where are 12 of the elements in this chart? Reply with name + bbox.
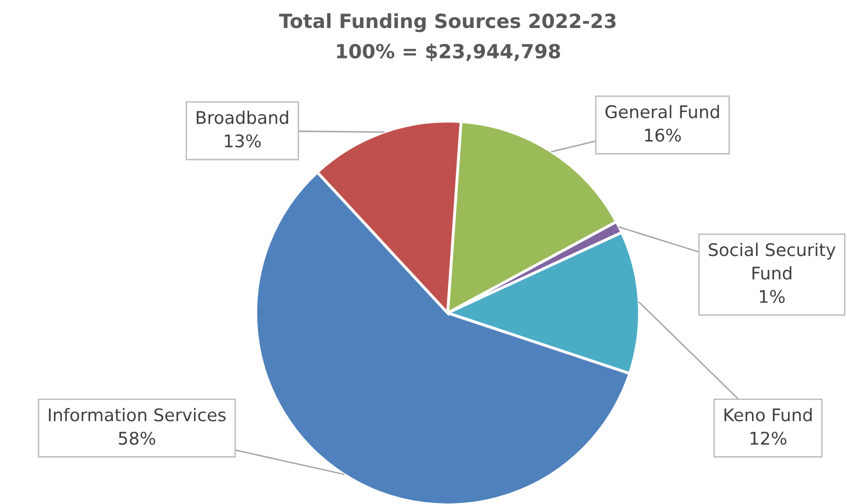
data-label: 58% — [118, 432, 156, 445]
slice-label: Keno Fund — [724, 408, 812, 422]
chart-subtitle: 100% = $23,944,798 — [337, 44, 560, 62]
data-label: 16% — [645, 128, 681, 142]
slice-label: Social Security Fund — [708, 242, 836, 280]
slice-label: Information Services — [48, 408, 226, 422]
data-label: 13% — [224, 134, 261, 148]
slice-label: General Fund — [605, 104, 719, 118]
slice-label: Broadband — [196, 110, 288, 124]
chart-title: Total Funding Sources 2022-23 — [279, 13, 616, 32]
data-label: 1% — [760, 290, 785, 304]
data-label: 12% — [750, 432, 786, 445]
